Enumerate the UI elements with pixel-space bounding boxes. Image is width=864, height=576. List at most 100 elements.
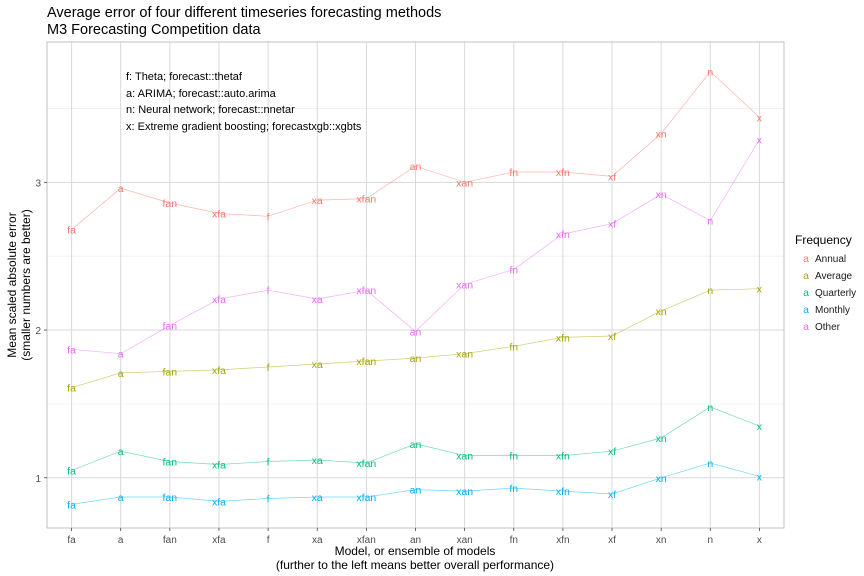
x-tick-label: xan bbox=[457, 535, 473, 546]
annotation-line-1: f: Theta; forecast::thetaf bbox=[126, 71, 243, 83]
data-point-label: f bbox=[267, 493, 270, 505]
data-point-label: xfn bbox=[556, 332, 570, 344]
data-point-label: xfa bbox=[212, 365, 226, 377]
data-point-label: xf bbox=[608, 446, 616, 458]
series-line bbox=[71, 406, 760, 471]
x-axis-label-sub: (further to the left means better overal… bbox=[276, 558, 554, 572]
y-axis-ticks: 1 2 3 bbox=[35, 178, 47, 485]
data-point-label: fa bbox=[67, 499, 76, 511]
data-point-label: fn bbox=[509, 341, 518, 353]
data-point-label: a bbox=[118, 183, 124, 195]
data-point-label: a bbox=[118, 349, 124, 361]
data-point-label: xa bbox=[312, 294, 323, 306]
legend-title: Frequency bbox=[795, 233, 852, 247]
chart-title: Average error of four different timeseri… bbox=[47, 5, 442, 21]
data-point-label: f bbox=[267, 362, 270, 374]
x-tick-label: xfn bbox=[556, 535, 569, 546]
data-point-label: xfan bbox=[356, 285, 376, 297]
x-tick-label: n bbox=[708, 535, 714, 546]
data-point-label: xn bbox=[656, 129, 667, 141]
legend-label: Quarterly bbox=[815, 288, 856, 299]
series-line bbox=[71, 288, 760, 389]
x-tick-label: fa bbox=[67, 535, 76, 546]
data-point-label: xf bbox=[608, 171, 616, 183]
data-point-label: xan bbox=[456, 177, 473, 189]
data-point-label: fn bbox=[509, 167, 518, 179]
data-point-label: n bbox=[707, 402, 713, 414]
data-point-label: xfn bbox=[556, 451, 570, 463]
data-point-label: xfa bbox=[212, 459, 226, 471]
data-point-label: x bbox=[757, 112, 763, 124]
data-point-label: n bbox=[707, 285, 713, 297]
data-point-label: fan bbox=[163, 321, 178, 333]
x-tick-label: xfan bbox=[357, 535, 376, 546]
series-line bbox=[71, 70, 760, 230]
chart-subtitle: M3 Forecasting Competition data bbox=[47, 22, 261, 38]
data-point-label: an bbox=[410, 353, 422, 365]
x-tick-label: f bbox=[267, 535, 270, 546]
chart-title-block: Average error of four different timeseri… bbox=[47, 5, 441, 39]
x-tick-label: xf bbox=[608, 535, 616, 546]
data-point-label: fan bbox=[163, 366, 178, 378]
data-point-label: xa bbox=[312, 492, 323, 504]
data-point-label: x bbox=[757, 284, 763, 296]
grid-lines bbox=[47, 42, 784, 528]
data-point-label: xf bbox=[608, 489, 616, 501]
data-point-label: an bbox=[410, 161, 422, 173]
data-point-label: xfan bbox=[356, 194, 376, 206]
data-point-label: fn bbox=[509, 264, 518, 276]
x-axis-ticks: fa a fan xfa f xa xfan an xan fn xfn xf xn n x bbox=[67, 528, 762, 546]
x-axis-label: Model, or ensemble of models bbox=[335, 544, 496, 558]
data-point-label: xa bbox=[312, 455, 323, 467]
data-point-label: f bbox=[267, 457, 270, 469]
data-point-label: xfn bbox=[556, 229, 570, 241]
y-axis-title: Mean scaled absolute error (smaller numb… bbox=[5, 209, 33, 360]
data-point-label: an bbox=[410, 327, 422, 339]
data-point-label: a bbox=[118, 368, 124, 380]
data-point-label: an bbox=[410, 485, 422, 497]
data-point-label: f bbox=[267, 285, 270, 297]
legend-key: a bbox=[803, 253, 809, 265]
legend-key: a bbox=[803, 270, 809, 282]
data-point-label: xan bbox=[456, 279, 473, 291]
series-quarterly: fa a fan xfa f xa xfan an xan fn xfn xf xn n x bbox=[67, 402, 763, 478]
y-tick-label: 3 bbox=[35, 178, 41, 189]
legend-key: a bbox=[803, 287, 809, 299]
legend-label: Monthly bbox=[815, 305, 850, 316]
x-tick-label: fan bbox=[163, 535, 177, 546]
series-line bbox=[71, 139, 760, 355]
legend-key: a bbox=[803, 304, 809, 316]
y-tick-label: 2 bbox=[35, 326, 41, 337]
data-point-label: n bbox=[707, 67, 713, 79]
data-point-label: xfan bbox=[356, 458, 376, 470]
x-axis-title: Model, or ensemble of models (further to… bbox=[276, 544, 554, 572]
data-point-label: xan bbox=[456, 349, 473, 361]
x-tick-label: fn bbox=[510, 535, 518, 546]
series-line bbox=[71, 462, 760, 505]
data-point-label: a bbox=[118, 492, 124, 504]
data-point-label: fan bbox=[163, 457, 178, 469]
data-point-label: xn bbox=[656, 306, 667, 318]
data-point-label: fa bbox=[67, 383, 76, 395]
x-tick-label: a bbox=[118, 535, 124, 546]
y-axis-label: Mean scaled absolute error bbox=[5, 212, 19, 357]
y-tick-label: 1 bbox=[35, 474, 41, 485]
data-point-label: x bbox=[757, 421, 763, 433]
series-monthly: fa a fan xfa f xa xfan an xan fn xfn xf xn n x bbox=[67, 458, 763, 511]
data-point-label: xan bbox=[456, 486, 473, 498]
data-point-label: xfn bbox=[556, 167, 570, 179]
data-point-label: fa bbox=[67, 344, 76, 356]
data-point-label: xn bbox=[656, 433, 667, 445]
data-point-label: xa bbox=[312, 195, 323, 207]
data-point-label: x bbox=[757, 471, 763, 483]
data-point-label: fa bbox=[67, 225, 76, 237]
data-point-label: xfan bbox=[356, 356, 376, 368]
annotation-line-3: n: Neural network; forecast::nnetar bbox=[126, 104, 295, 116]
data-point-label: xn bbox=[656, 473, 667, 485]
